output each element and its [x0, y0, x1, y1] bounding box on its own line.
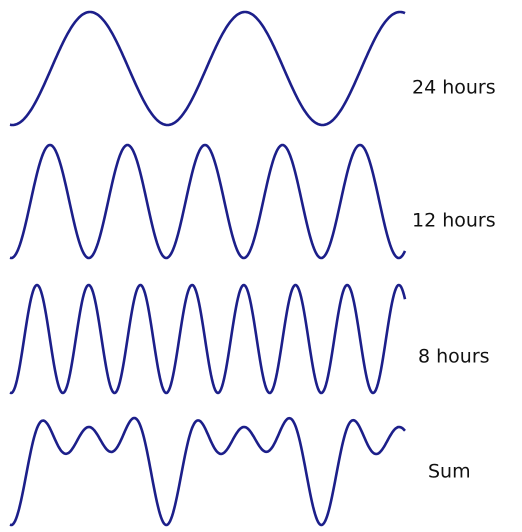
- label: 24 hours: [412, 77, 496, 99]
- wave-8-hours: [9, 283, 407, 395]
- label: 8 hours: [418, 346, 490, 368]
- wave-sum: [9, 416, 406, 527]
- wave-12-hours: [9, 143, 407, 260]
- label: 12 hours: [412, 210, 496, 232]
- label: Sum: [428, 461, 471, 483]
- wave-24-hours: [9, 10, 406, 127]
